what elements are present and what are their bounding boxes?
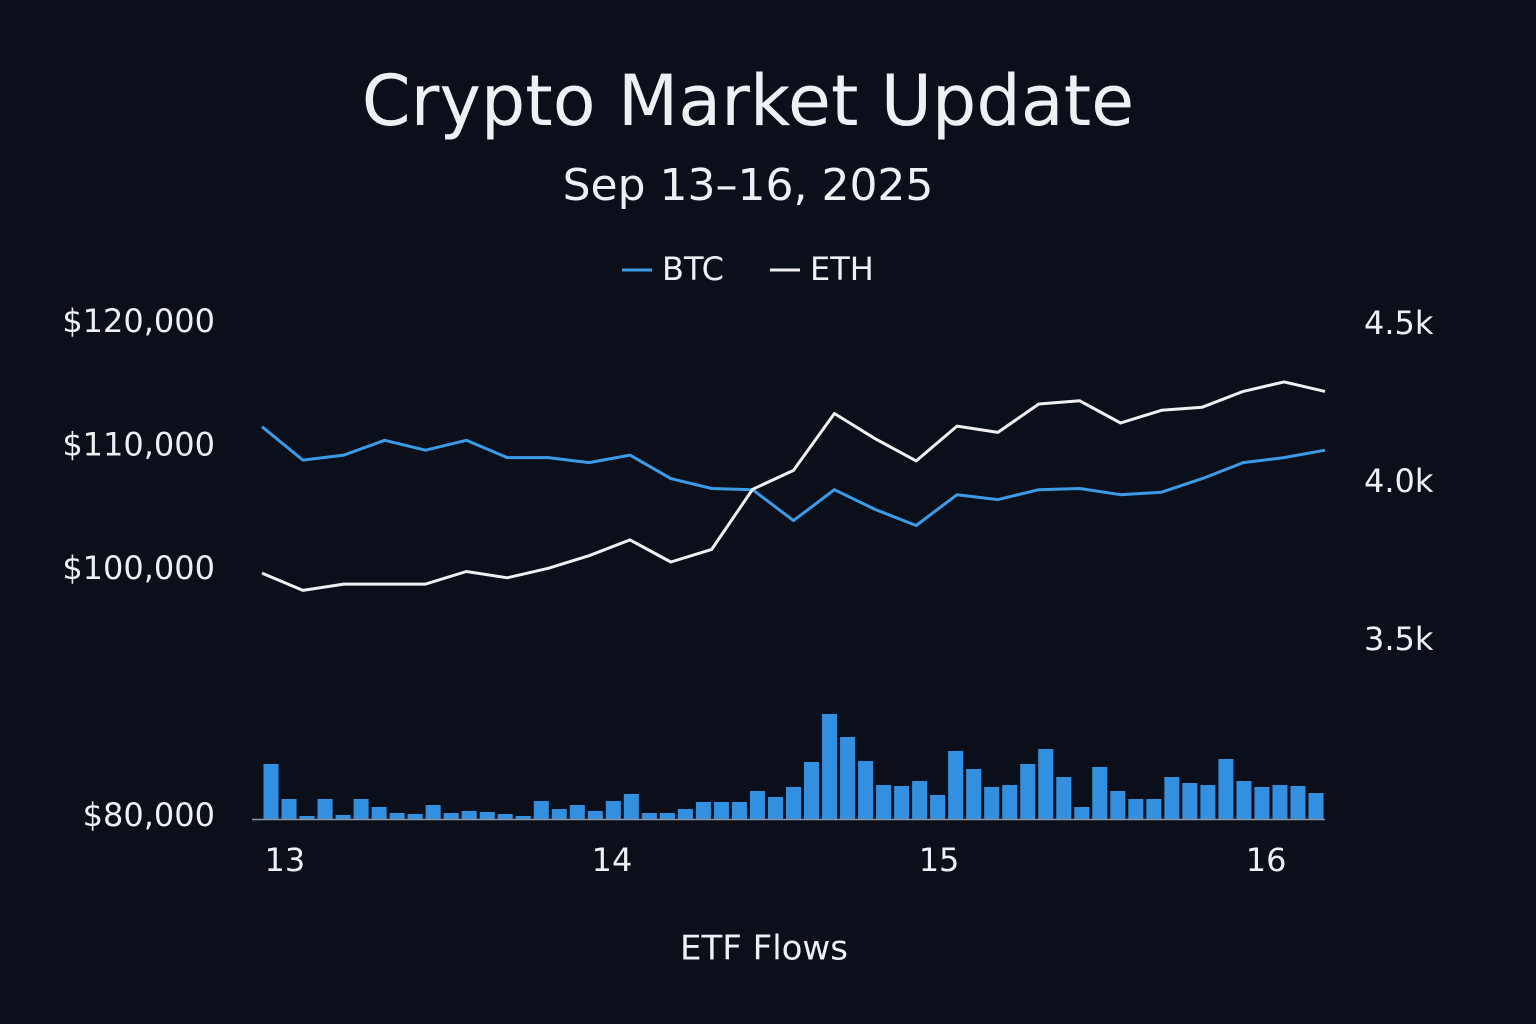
x-tick-label: 16	[1246, 841, 1287, 879]
chart-title: Crypto Market Update	[362, 60, 1134, 142]
flow-bar	[605, 801, 621, 819]
flow-bar	[1254, 787, 1270, 819]
y2-tick-label: 4.5k	[1364, 304, 1434, 342]
flow-bar	[299, 816, 315, 819]
flow-bar	[822, 714, 838, 819]
flow-bar	[551, 809, 567, 819]
flow-bar	[731, 802, 747, 819]
flows-label: ETF Flows	[680, 929, 848, 969]
flow-bar	[407, 814, 423, 819]
flow-bar	[767, 797, 783, 819]
flow-bar	[623, 794, 639, 819]
flow-bar	[840, 737, 856, 819]
flow-bar	[371, 807, 387, 819]
flow-bar	[749, 791, 765, 819]
flow-bar	[1038, 749, 1054, 819]
flow-bar	[1272, 785, 1288, 819]
flow-bar	[677, 809, 693, 819]
flow-bar	[804, 762, 820, 819]
flow-bar	[1128, 799, 1144, 819]
flow-bar	[1110, 791, 1126, 819]
flow-bar	[1182, 783, 1198, 819]
x-tick-label: 14	[592, 841, 633, 879]
y-tick-label: $120,000	[62, 302, 215, 340]
flow-bar	[497, 814, 513, 819]
flow-bar	[1146, 799, 1162, 819]
flow-bar	[335, 815, 351, 819]
flow-bar	[930, 795, 946, 819]
flow-bar	[425, 805, 441, 819]
y2-tick-label: 3.5k	[1364, 620, 1434, 658]
series-line	[261, 380, 1326, 592]
flow-bar	[1308, 793, 1324, 819]
flow-bar	[1236, 781, 1252, 819]
flow-bar	[785, 787, 802, 819]
flow-bar	[1290, 786, 1306, 819]
flow-bar	[281, 799, 297, 819]
flow-bar	[641, 813, 657, 819]
flow-bar	[1020, 764, 1036, 819]
flow-bar	[948, 751, 964, 819]
flow-bar	[569, 805, 585, 819]
flow-bar	[317, 799, 333, 819]
flow-bar	[1218, 759, 1234, 819]
flow-bar	[1164, 777, 1180, 819]
flow-bar	[587, 811, 603, 819]
y-tick-label: $100,000	[62, 549, 215, 587]
flow-bar	[443, 813, 459, 819]
flow-bar	[695, 802, 711, 819]
flow-bar	[912, 781, 928, 819]
flow-bar	[461, 811, 477, 819]
x-tick-label: 13	[265, 841, 306, 879]
series-line	[261, 425, 1326, 527]
flow-bar	[876, 785, 892, 819]
flow-bar	[1074, 807, 1090, 819]
flow-bar	[966, 769, 982, 819]
flow-bar	[263, 764, 279, 819]
x-tick-label: 15	[919, 841, 960, 879]
flow-bar	[858, 761, 874, 819]
flow-bar	[389, 813, 405, 819]
flow-bar	[713, 802, 729, 819]
flow-bar	[1200, 785, 1216, 819]
y-tick-label: $80,000	[83, 796, 215, 834]
flow-bar	[1056, 777, 1072, 819]
flow-bar	[533, 801, 549, 819]
chart-subtitle: Sep 13–16, 2025	[563, 160, 934, 211]
flow-bar	[1002, 785, 1018, 819]
flow-bar	[515, 816, 531, 819]
flow-bar	[1092, 767, 1108, 819]
flow-bar	[479, 812, 495, 819]
flow-bar	[984, 787, 1000, 819]
flow-bar	[353, 799, 369, 819]
flow-bar	[894, 786, 910, 819]
y2-tick-label: 4.0k	[1364, 462, 1434, 500]
legend-label: BTC	[662, 250, 724, 288]
legend-label: ETH	[810, 250, 874, 288]
flow-bar	[659, 813, 675, 819]
y-tick-label: $110,000	[62, 426, 215, 464]
